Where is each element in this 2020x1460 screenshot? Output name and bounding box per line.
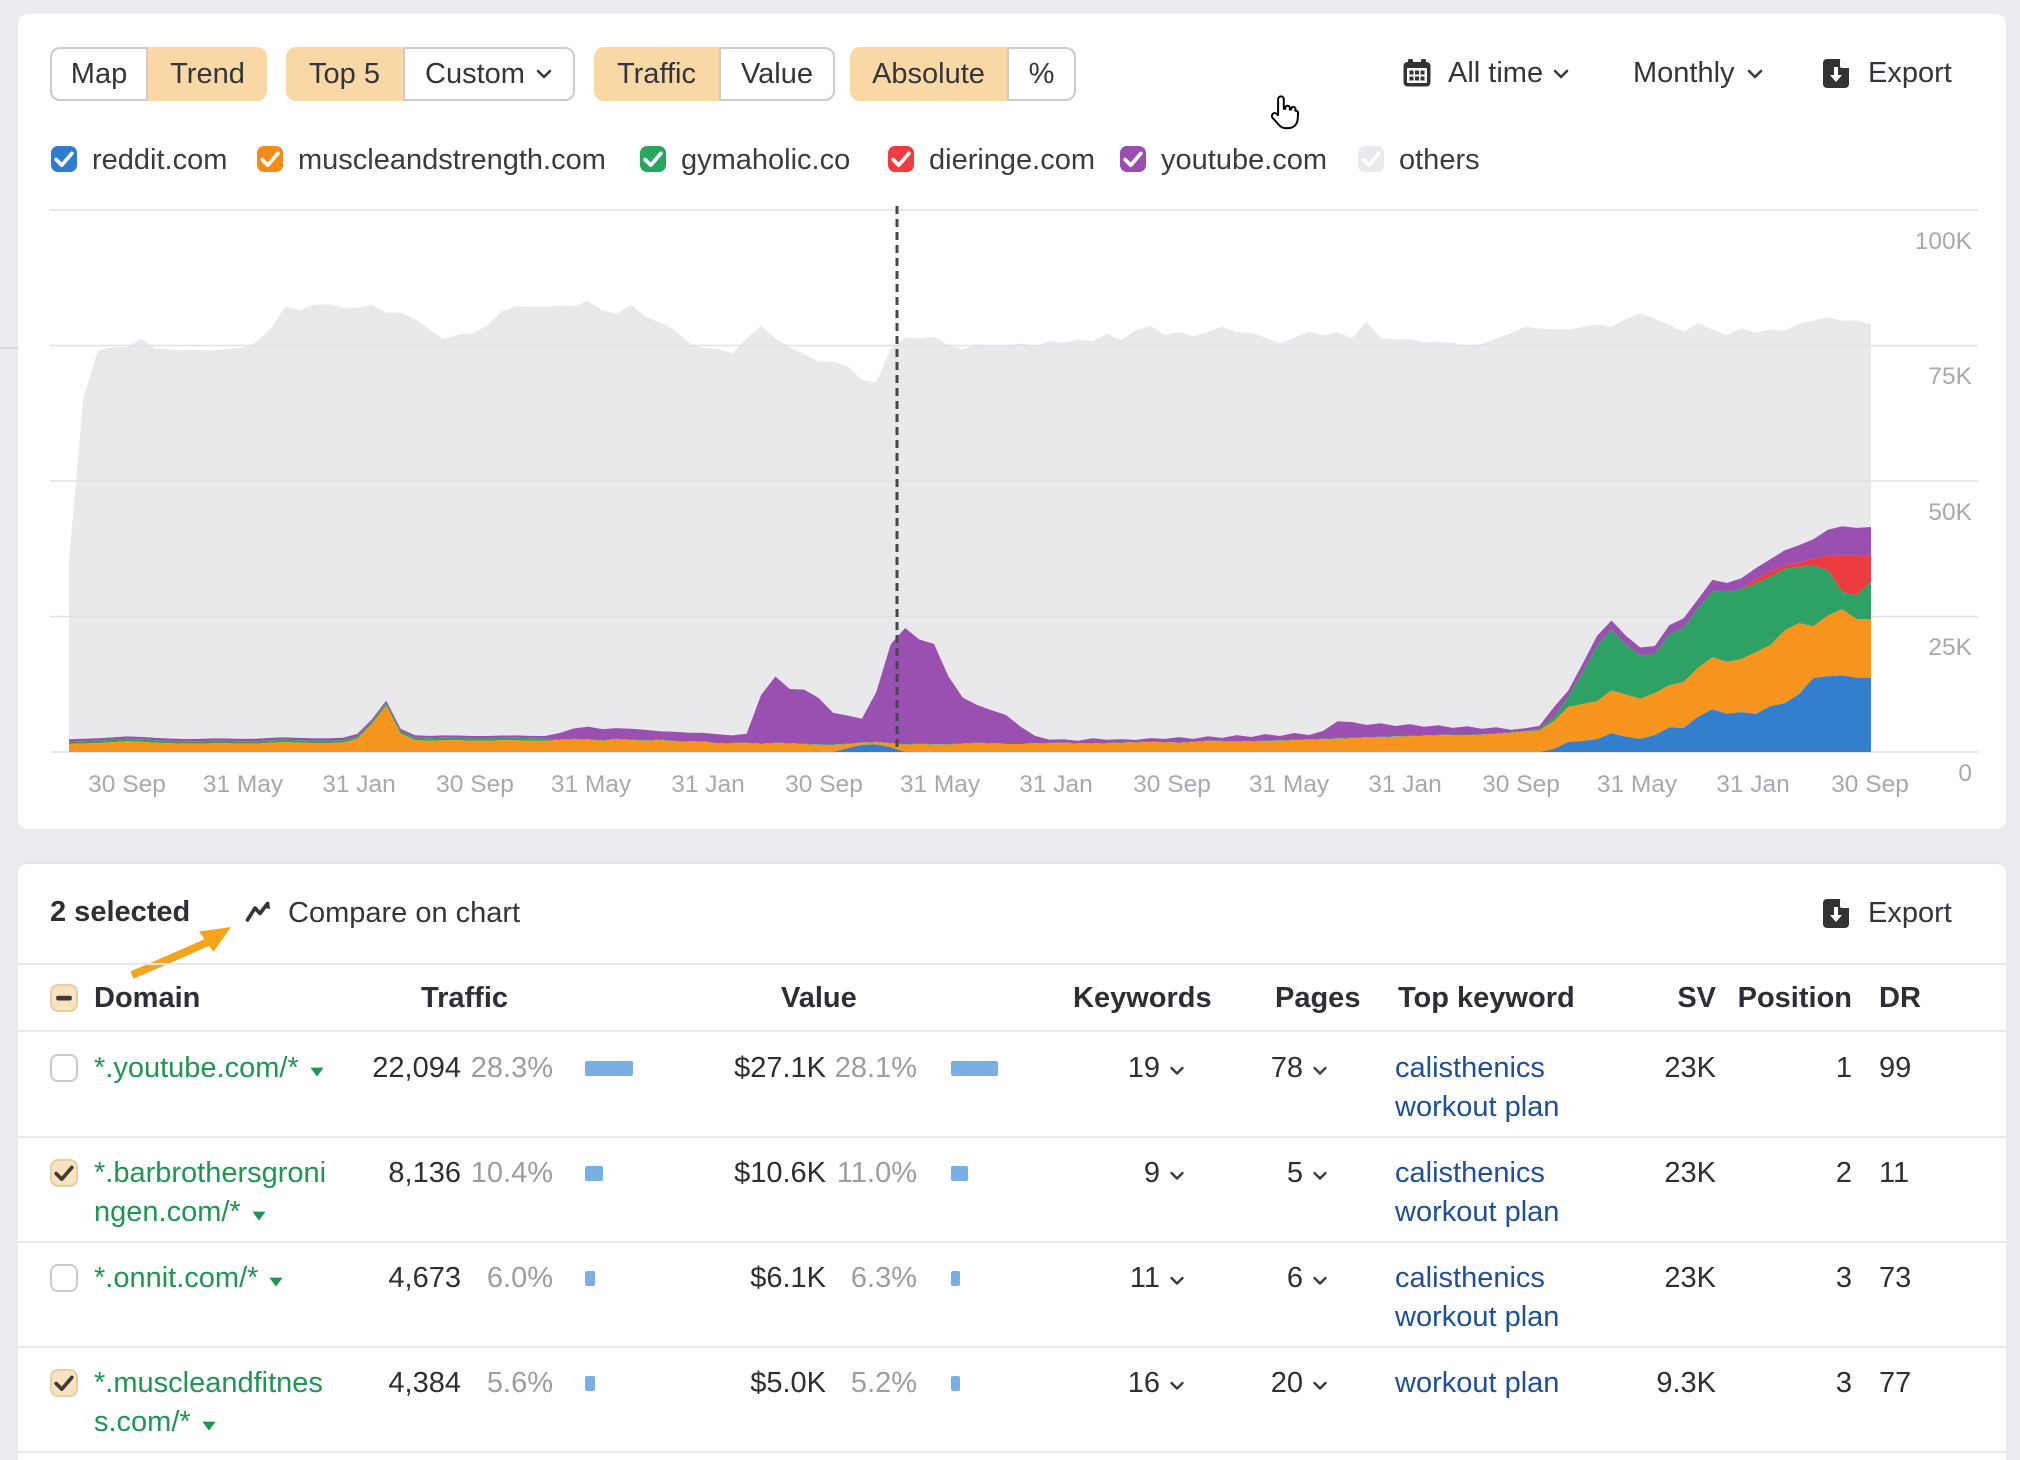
svg-text:31 Jan: 31 Jan <box>1716 771 1790 798</box>
svg-text:31 Jan: 31 Jan <box>671 771 745 798</box>
svg-text:31 Jan: 31 Jan <box>1019 771 1093 798</box>
svg-text:30 Sep: 30 Sep <box>1831 771 1909 798</box>
svg-text:31 May: 31 May <box>551 771 632 798</box>
svg-text:30 Sep: 30 Sep <box>785 771 863 798</box>
svg-text:30 Sep: 30 Sep <box>88 771 166 798</box>
svg-text:75K: 75K <box>1928 363 1972 390</box>
svg-text:31 May: 31 May <box>900 771 981 798</box>
svg-text:30 Sep: 30 Sep <box>436 771 514 798</box>
svg-text:31 May: 31 May <box>203 771 284 798</box>
svg-text:0: 0 <box>1958 760 1972 787</box>
svg-text:25K: 25K <box>1928 634 1972 661</box>
svg-text:30 Sep: 30 Sep <box>1482 771 1560 798</box>
svg-text:100K: 100K <box>1915 228 1973 255</box>
svg-text:31 Jan: 31 Jan <box>1368 771 1442 798</box>
svg-text:50K: 50K <box>1928 499 1972 526</box>
svg-text:31 May: 31 May <box>1249 771 1330 798</box>
svg-text:31 Jan: 31 Jan <box>322 771 396 798</box>
svg-text:30 Sep: 30 Sep <box>1133 771 1211 798</box>
svg-text:31 May: 31 May <box>1597 771 1678 798</box>
